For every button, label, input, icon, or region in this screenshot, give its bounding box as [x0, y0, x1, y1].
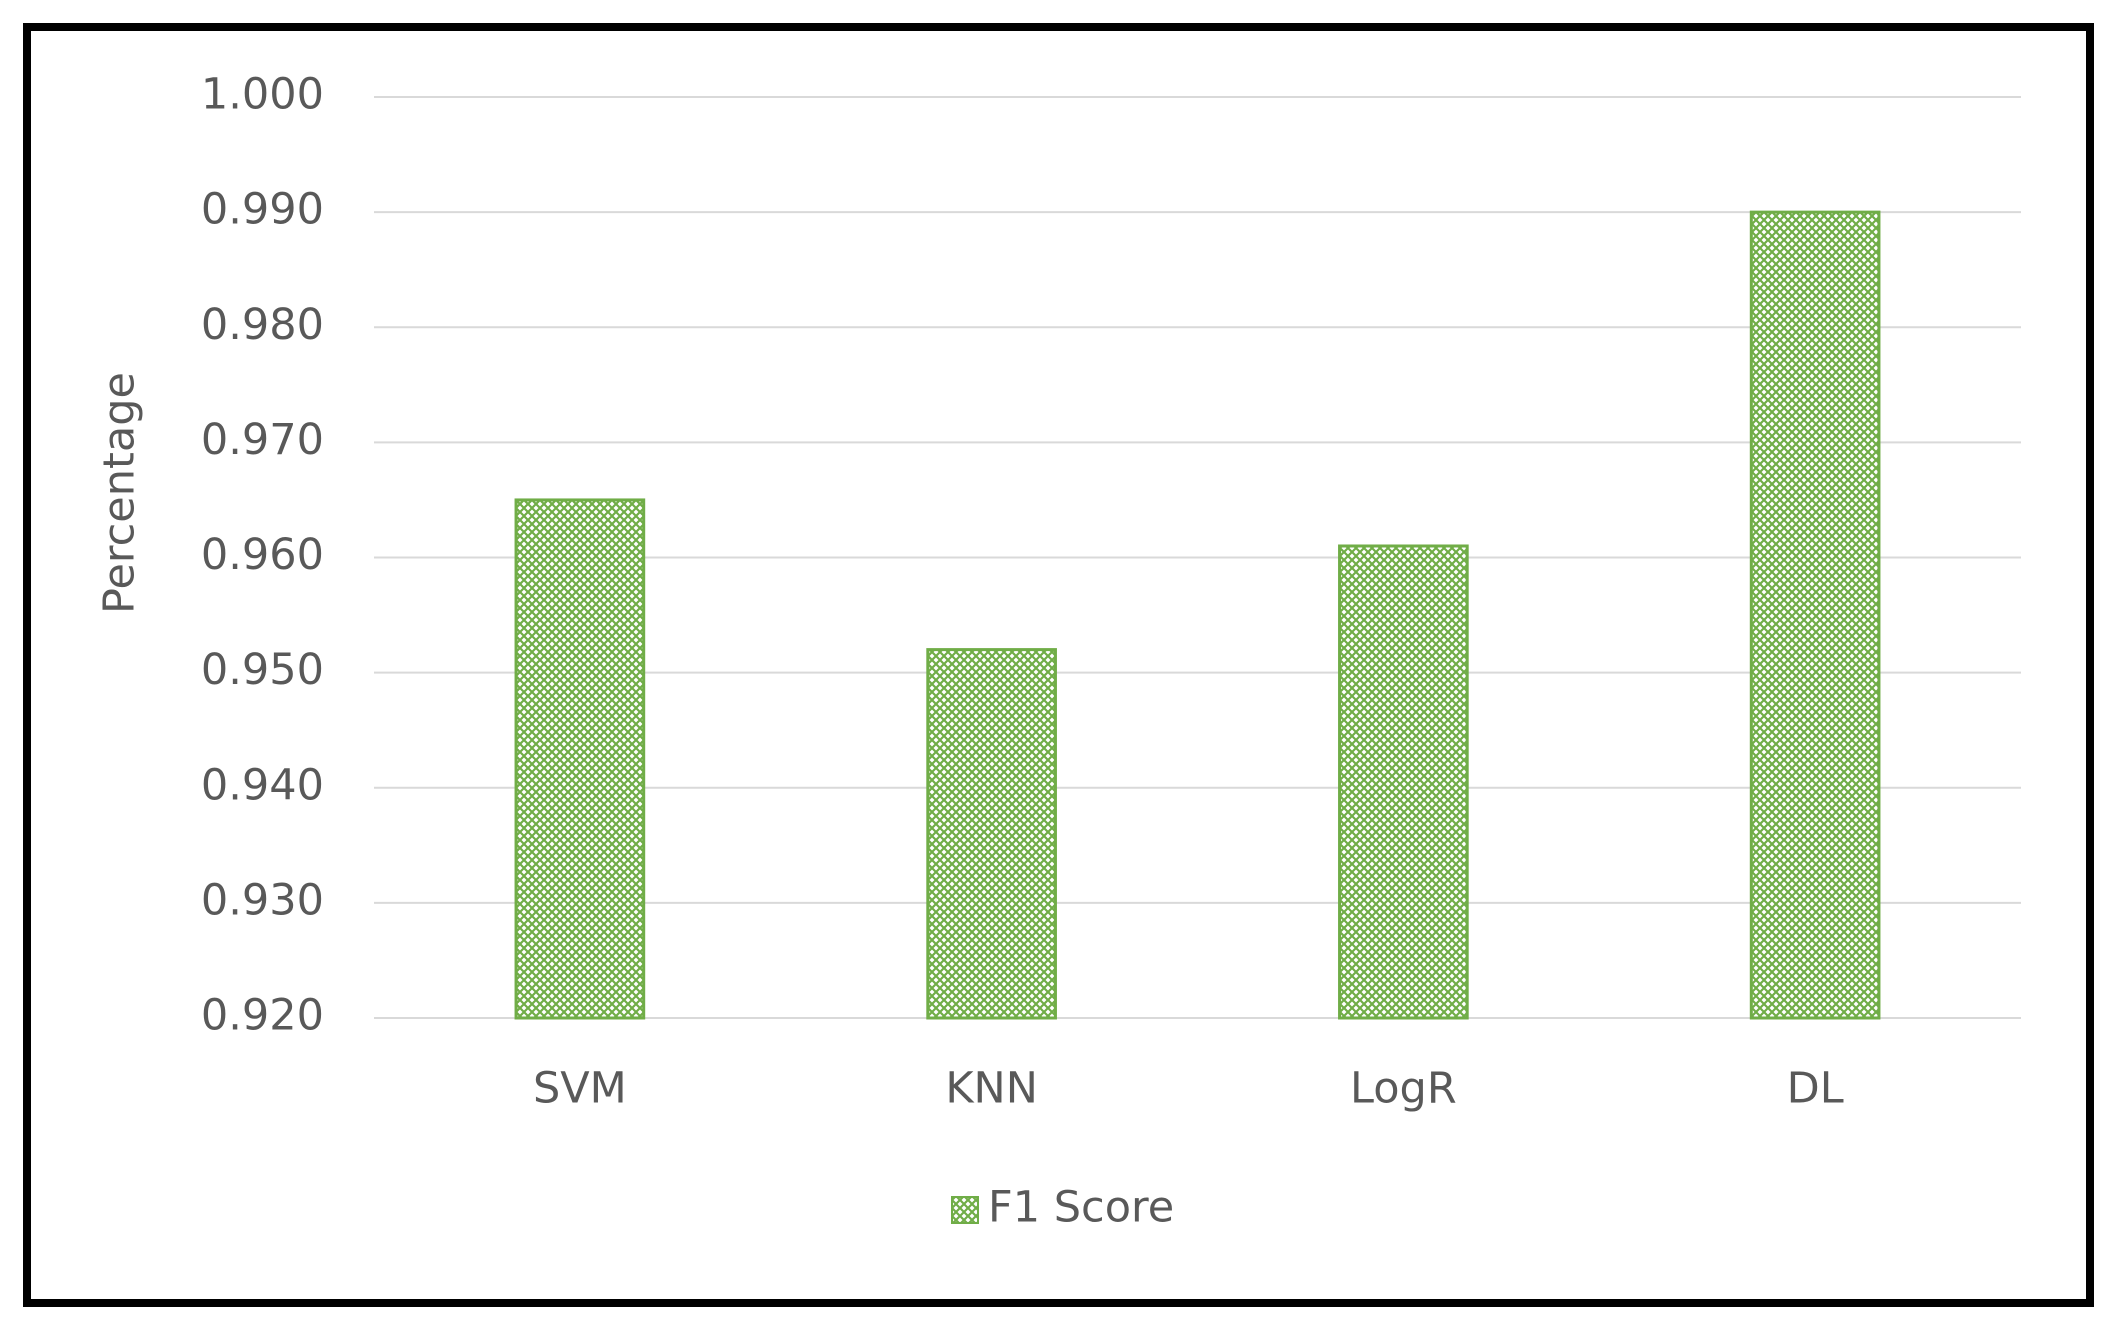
- y-tick-label: 0.950: [201, 645, 324, 695]
- bar: [1749, 210, 1881, 1020]
- y-tick-label: 0.940: [201, 760, 324, 810]
- y-tick-label: 0.930: [201, 875, 324, 925]
- y-tick-label: 0.980: [201, 300, 324, 350]
- x-tick-label: DL: [1787, 1064, 1844, 1114]
- x-tick-label: KNN: [945, 1064, 1038, 1114]
- y-axis-label: Percentage: [95, 372, 145, 614]
- y-tick-label: 1.000: [201, 70, 324, 120]
- bar: [926, 648, 1057, 1020]
- y-tick-label: 0.990: [201, 185, 324, 235]
- x-tick-label: LogR: [1350, 1064, 1457, 1114]
- y-tick-label: 0.960: [201, 530, 324, 580]
- bar: [1338, 544, 1469, 1020]
- bar: [514, 498, 646, 1020]
- y-tick-label: 0.920: [201, 991, 324, 1041]
- x-tick-label: SVM: [533, 1064, 627, 1114]
- legend-swatch: [951, 1196, 979, 1224]
- legend-label: F1 Score: [988, 1183, 1174, 1233]
- y-tick-label: 0.970: [201, 415, 324, 465]
- frame: [23, 23, 2094, 1307]
